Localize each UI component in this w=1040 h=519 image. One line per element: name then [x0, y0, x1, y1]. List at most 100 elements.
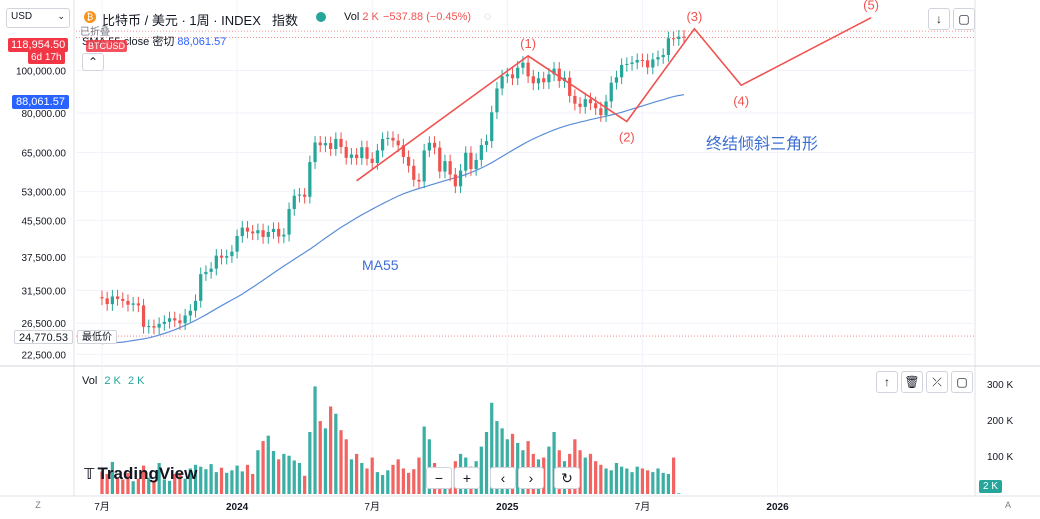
volume-bar: [152, 480, 156, 494]
volume-bar: [110, 461, 114, 494]
candle-body: [277, 228, 281, 237]
candle-body: [245, 227, 250, 232]
fullscreen-button[interactable]: ▢: [953, 8, 975, 30]
candle-body: [110, 296, 114, 305]
volume-bar: [599, 464, 603, 494]
vol-axis-200k: 200 K: [987, 416, 1013, 427]
zoom-in-button[interactable]: +: [454, 467, 480, 489]
volume-bar: [204, 469, 208, 494]
volume-bar: [261, 441, 265, 494]
wave-label: (2): [619, 129, 635, 144]
candle-body: [536, 78, 541, 84]
plus-icon: +: [462, 470, 472, 486]
volume-bar: [329, 406, 333, 494]
auto-scale-button[interactable]: A: [1004, 500, 1011, 510]
scroll-left-button[interactable]: ‹: [490, 467, 516, 489]
sma55-line: [101, 94, 685, 345]
tradingview-logo-text: TradingView: [97, 464, 198, 483]
volume-bar: [214, 472, 218, 494]
wave-label: (4): [733, 93, 749, 108]
candle-body: [432, 142, 437, 148]
download-button[interactable]: ↓: [928, 8, 950, 30]
candle-body: [448, 161, 452, 175]
y-tick-label: 31,500.00: [22, 286, 67, 297]
volume-bar: [344, 439, 348, 494]
y-axis[interactable]: 100,000.00 80,000.00 65,000.00 53,000.00 45,…: [16, 67, 66, 362]
candle-body: [588, 99, 593, 104]
volume-bar: [178, 472, 182, 494]
candle-body: [671, 38, 676, 40]
scroll-right-button[interactable]: ›: [518, 467, 544, 489]
volume-legend[interactable]: Vol 2 K 2 K: [82, 375, 144, 387]
volume-bar: [516, 442, 520, 494]
symbol-title[interactable]: 比特币 / 美元 · 1周 · INDEX: [102, 13, 261, 28]
delete-pane-button[interactable]: 🗑: [901, 371, 923, 393]
countdown-tag: 6d 17h: [28, 51, 65, 64]
collapse-pane-button[interactable]: ⤫: [926, 371, 948, 393]
trash-icon: 🗑: [904, 375, 920, 389]
volume-bar: [334, 413, 338, 494]
volume-bar: [573, 439, 577, 494]
candle-body: [401, 145, 405, 157]
candle-body: [100, 297, 104, 299]
zoom-out-button[interactable]: −: [426, 467, 452, 489]
reset-button[interactable]: ↻: [554, 467, 580, 489]
candle-body: [516, 67, 520, 79]
volume-last-tag: 2 K: [979, 480, 1003, 493]
volume-bar: [147, 477, 151, 494]
collapse-legend-button[interactable]: ⌃: [82, 53, 104, 71]
move-up-button[interactable]: ↑: [876, 371, 898, 393]
volume-bar: [490, 402, 494, 494]
volume-bar: [235, 465, 239, 494]
candle-body: [458, 170, 463, 187]
bitcoin-icon: ₿: [84, 11, 96, 23]
tradingview-logo[interactable]: 𝕋 TradingView: [84, 464, 197, 484]
timezone-button[interactable]: Z: [35, 500, 41, 510]
wave-label: (3): [686, 9, 702, 24]
volume-bar: [131, 481, 135, 494]
y-tick-label: 53,000.00: [22, 187, 67, 198]
volume-bar: [141, 465, 146, 494]
candle-body: [666, 38, 671, 55]
candle-body: [152, 326, 156, 328]
candle-body: [147, 326, 151, 328]
candle-body: [308, 162, 312, 197]
x-axis[interactable]: 7月 2024 7月 2025 7月 2026: [94, 501, 789, 513]
chevron-right-icon: ›: [528, 470, 534, 486]
currency-select[interactable]: USD ⌄: [6, 8, 70, 28]
candle-body: [583, 99, 587, 107]
volume-bar: [391, 464, 395, 494]
volume-bar: [105, 473, 109, 494]
maximize-pane-button[interactable]: ▢: [951, 371, 973, 393]
candle-body: [630, 62, 634, 64]
volume-bar: [173, 473, 177, 494]
candle-body: [547, 74, 551, 83]
volume-bar: [380, 475, 385, 494]
candle-body: [682, 36, 686, 38]
volume-bar: [677, 493, 681, 494]
volume-bar: [583, 457, 587, 494]
candle-body: [573, 95, 577, 104]
volume-bar: [277, 459, 281, 494]
volume-bar: [651, 472, 655, 494]
candle-body: [635, 59, 639, 63]
volume-bar: [209, 464, 213, 494]
volume-bar: [256, 450, 260, 494]
candle-body: [568, 77, 572, 96]
candle-body: [427, 142, 431, 151]
volume-axis[interactable]: 300 K 200 K 100 K: [987, 380, 1013, 463]
volume-bar: [406, 472, 411, 494]
volume-bar: [370, 457, 374, 494]
volume-bar: [245, 464, 250, 494]
volume-bar: [219, 467, 224, 494]
volume-bar: [292, 460, 296, 494]
symbol-tag: BTCUSD: [86, 40, 128, 52]
volume-bar: [625, 468, 629, 494]
maximize-icon: ▢: [956, 375, 968, 389]
volume-bar: [167, 480, 172, 494]
candle-body: [183, 315, 187, 324]
volume-bar: [604, 468, 608, 494]
y-tick-label: 37,500.00: [22, 253, 67, 264]
candle-body: [391, 137, 395, 141]
